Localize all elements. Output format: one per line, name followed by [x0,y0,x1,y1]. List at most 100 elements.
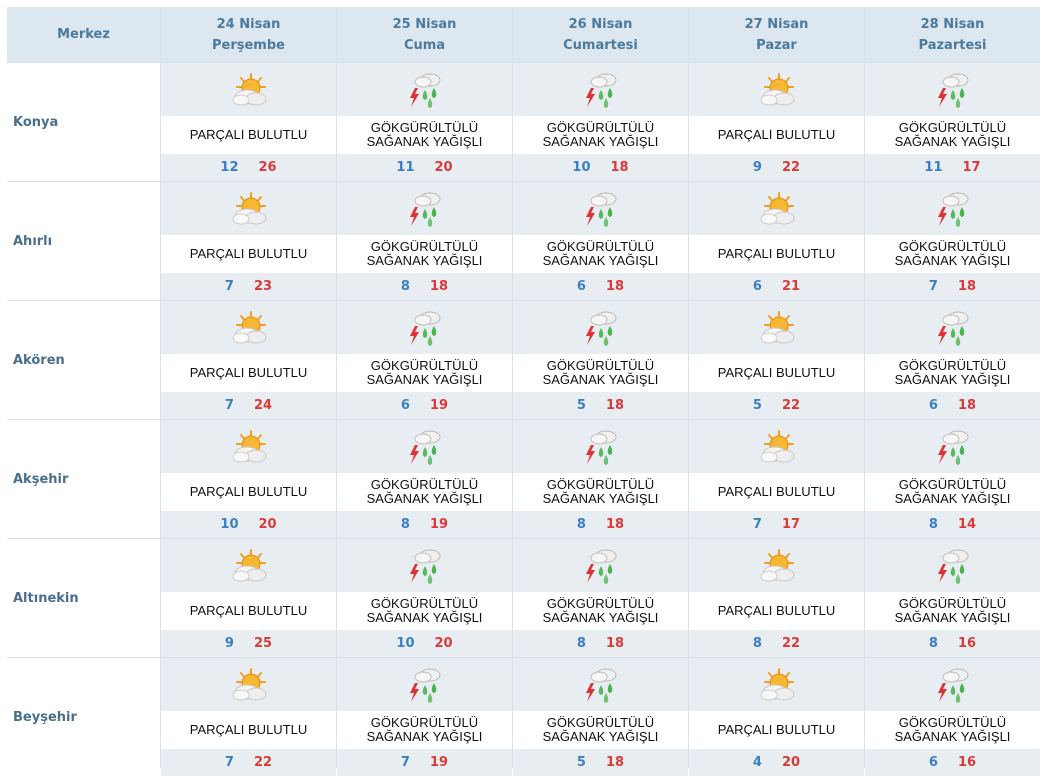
day-forecast-cell: PARÇALI BULUTLU 10 20 [161,420,336,538]
header-date: 25 Nisan [392,16,457,32]
temperature-range: 6 16 [865,749,1040,776]
weather-condition: GÖKGÜRÜLTÜLÜ SAĞANAK YAĞIŞLI [865,711,1040,749]
temperature-range: 4 20 [689,749,864,776]
temperature-range: 11 20 [337,154,512,181]
weather-condition: PARÇALI BULUTLU [161,116,336,154]
min-temperature: 5 [576,398,586,413]
weather-condition: PARÇALI BULUTLU [161,711,336,749]
header-day-5: 28 Nisan Pazartesi [865,7,1040,62]
max-temperature: 18 [610,160,629,175]
weather-condition: GÖKGÜRÜLTÜLÜ SAĞANAK YAĞIŞLI [337,473,512,511]
day-forecast-cell: PARÇALI BULUTLU 6 21 [689,182,864,300]
weather-condition: GÖKGÜRÜLTÜLÜ SAĞANAK YAĞIŞLI [513,116,688,154]
weather-icon-area [337,658,512,711]
day-forecast-cell: PARÇALI BULUTLU 7 23 [161,182,336,300]
day-forecast-cell: GÖKGÜRÜLTÜLÜ SAĞANAK YAĞIŞLI 8 16 [865,539,1040,657]
weather-condition: GÖKGÜRÜLTÜLÜ SAĞANAK YAĞIŞLI [337,116,512,154]
temperature-range: 7 24 [161,392,336,419]
weather-icon-area [513,182,688,235]
temperature-range: 8 22 [689,630,864,657]
min-temperature: 6 [928,398,938,413]
max-temperature: 18 [605,398,625,413]
temperature-range: 8 18 [513,630,688,657]
temperature-range: 12 26 [161,154,336,181]
weather-condition: GÖKGÜRÜLTÜLÜ SAĞANAK YAĞIŞLI [865,235,1040,273]
thunderstorm-icon [933,70,973,110]
thunderstorm-icon [933,427,973,467]
weather-icon-area [161,301,336,354]
day-forecast-cell: PARÇALI BULUTLU 9 22 [689,63,864,181]
thunderstorm-icon [933,665,973,705]
min-temperature: 8 [576,636,586,651]
min-temperature: 4 [752,755,762,770]
max-temperature: 23 [253,279,273,294]
weather-condition: PARÇALI BULUTLU [689,235,864,273]
partly-cloudy-icon [229,310,269,346]
header-weekday: Cumartesi [563,37,638,53]
min-temperature: 7 [928,279,938,294]
weather-icon-area [689,182,864,235]
max-temperature: 17 [781,517,801,532]
city-name: Ahırlı [7,182,160,300]
weather-icon-area [337,301,512,354]
header-date: 24 Nisan [216,16,281,32]
day-forecast-cell: GÖKGÜRÜLTÜLÜ SAĞANAK YAĞIŞLI 8 18 [513,420,688,538]
temperature-range: 7 23 [161,273,336,300]
day-forecast-cell: GÖKGÜRÜLTÜLÜ SAĞANAK YAĞIŞLI 8 19 [337,420,512,538]
header-day-2: 25 Nisan Cuma [337,7,512,62]
weather-icon-area [161,63,336,116]
thunderstorm-icon [933,546,973,586]
header-date: 26 Nisan [568,16,633,32]
max-temperature: 18 [957,279,977,294]
day-forecast-cell: GÖKGÜRÜLTÜLÜ SAĞANAK YAĞIŞLI 7 19 [337,658,512,776]
header-weekday: Perşembe [212,37,285,53]
temperature-range: 8 18 [337,273,512,300]
thunderstorm-icon [581,308,621,348]
min-temperature: 9 [752,160,762,175]
temperature-range: 6 18 [865,392,1040,419]
thunderstorm-icon [405,546,445,586]
city-name: Altınekin [7,539,160,657]
header-day-4: 27 Nisan Pazar [689,7,864,62]
thunderstorm-icon [405,665,445,705]
temperature-range: 8 19 [337,511,512,538]
min-temperature: 6 [400,398,410,413]
thunderstorm-icon [581,70,621,110]
weather-condition: GÖKGÜRÜLTÜLÜ SAĞANAK YAĞIŞLI [513,711,688,749]
weather-condition: PARÇALI BULUTLU [161,235,336,273]
day-forecast-cell: PARÇALI BULUTLU 9 25 [161,539,336,657]
min-temperature: 8 [576,517,586,532]
weather-icon-area [865,658,1040,711]
max-temperature: 14 [957,517,977,532]
max-temperature: 20 [434,160,453,175]
day-forecast-cell: PARÇALI BULUTLU 7 24 [161,301,336,419]
weather-condition: GÖKGÜRÜLTÜLÜ SAĞANAK YAĞIŞLI [337,711,512,749]
weather-icon-area [689,420,864,473]
weather-icon-area [513,420,688,473]
weather-icon-area [689,658,864,711]
min-temperature: 10 [220,517,239,532]
thunderstorm-icon [405,70,445,110]
weather-condition: PARÇALI BULUTLU [689,711,864,749]
temperature-range: 7 18 [865,273,1040,300]
min-temperature: 7 [224,755,234,770]
weather-icon-area [865,182,1040,235]
min-temperature: 8 [400,517,410,532]
max-temperature: 18 [605,636,625,651]
day-forecast-cell: GÖKGÜRÜLTÜLÜ SAĞANAK YAĞIŞLI 7 18 [865,182,1040,300]
weather-icon-area [161,658,336,711]
min-temperature: 6 [928,755,938,770]
partly-cloudy-icon [229,191,269,227]
max-temperature: 16 [957,755,977,770]
day-forecast-cell: PARÇALI BULUTLU 12 26 [161,63,336,181]
city-name: Akşehir [7,420,160,538]
header-weekday: Cuma [403,37,446,53]
max-temperature: 20 [258,517,277,532]
weather-icon-area [337,539,512,592]
thunderstorm-icon [581,665,621,705]
day-forecast-cell: GÖKGÜRÜLTÜLÜ SAĞANAK YAĞIŞLI 11 17 [865,63,1040,181]
max-temperature: 22 [781,398,801,413]
temperature-range: 7 22 [161,749,336,776]
temperature-range: 9 22 [689,154,864,181]
min-temperature: 8 [400,279,410,294]
